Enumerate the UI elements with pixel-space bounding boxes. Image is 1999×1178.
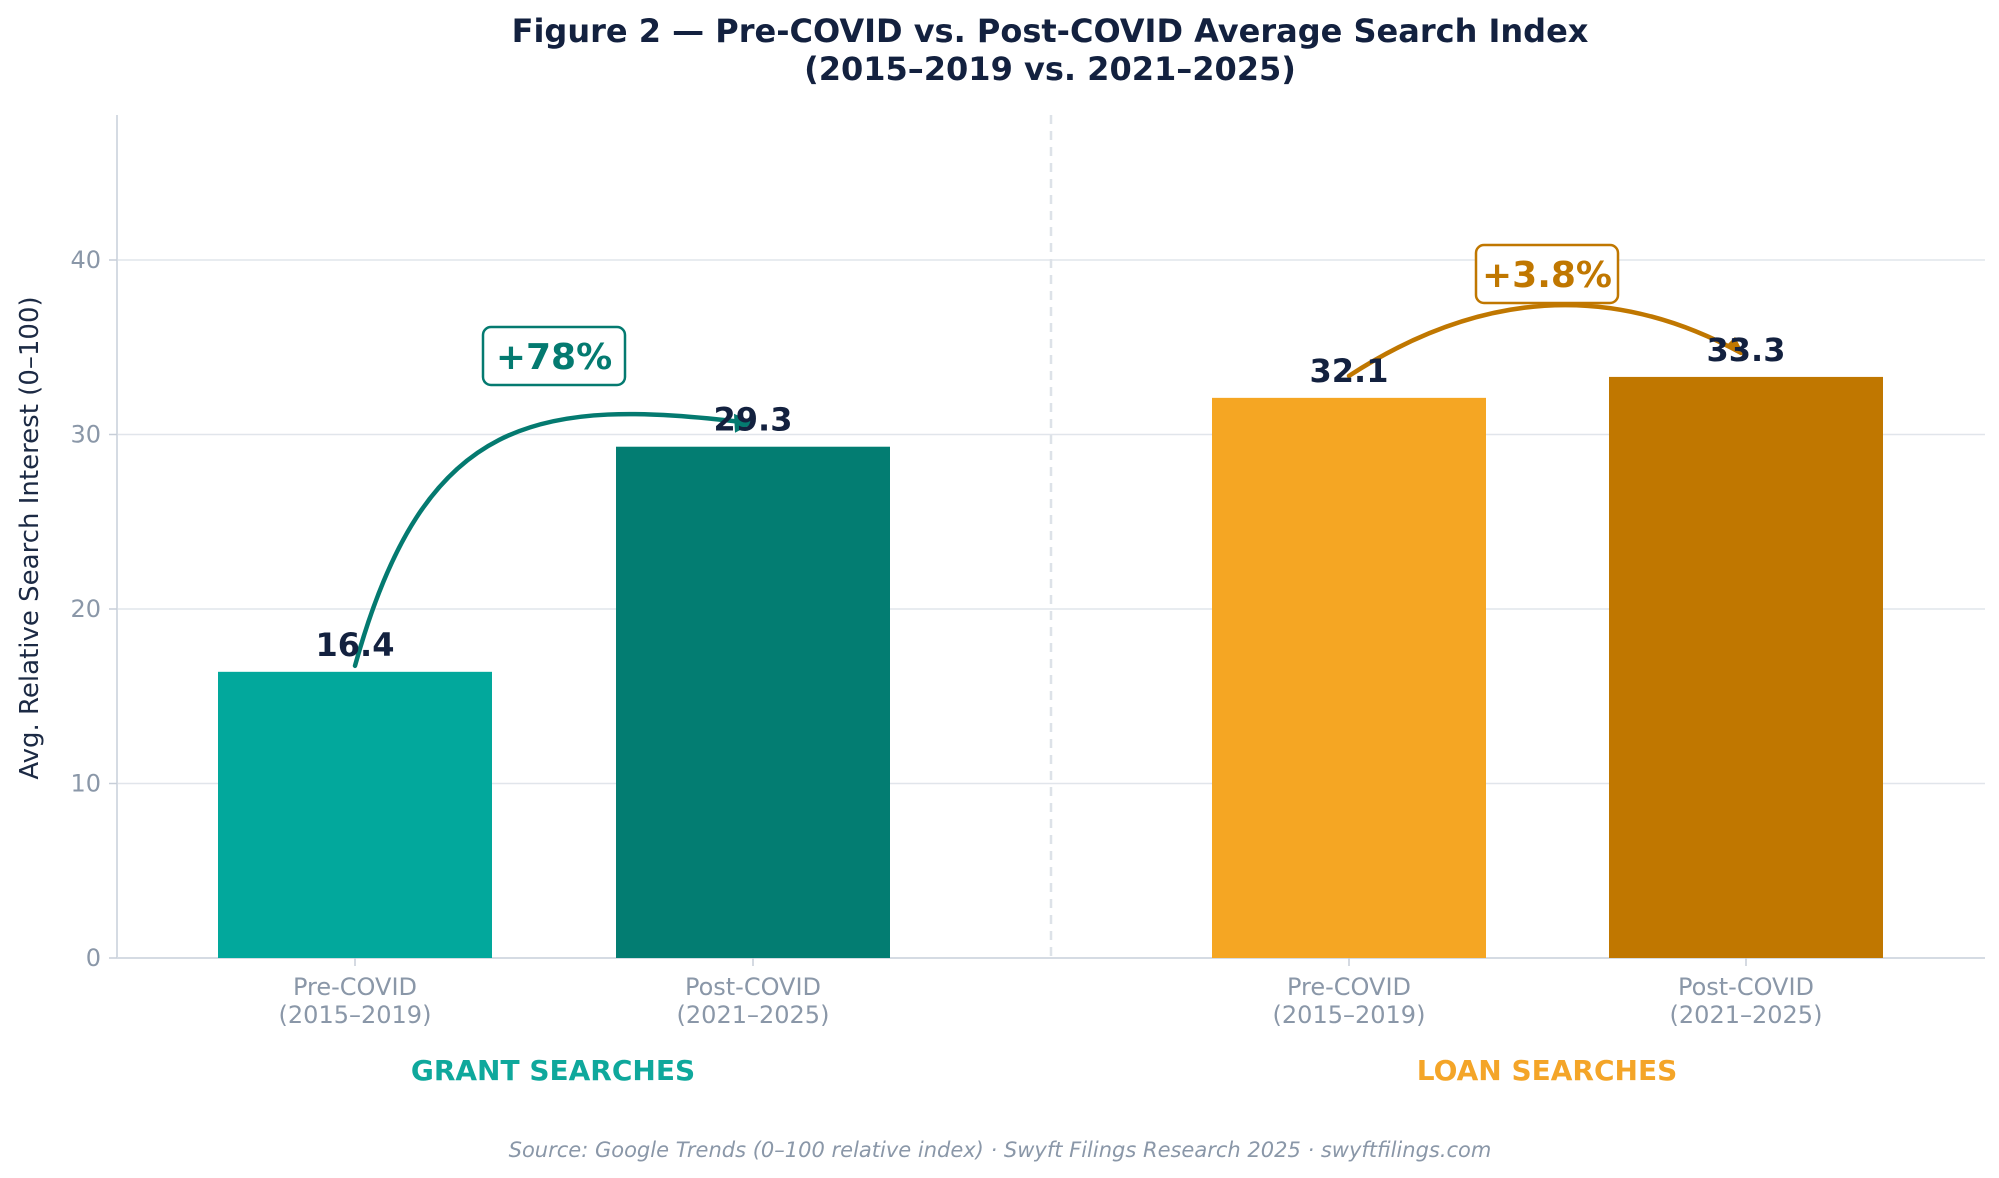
bar: [1609, 376, 1883, 958]
y-tick-label: 0: [86, 944, 101, 972]
x-category-label-line1: Post-COVID: [685, 973, 821, 1001]
x-category-label-line1: Post-COVID: [1678, 973, 1814, 1001]
group-label: LOAN SEARCHES: [1417, 1054, 1678, 1087]
change-percent-label: +78%: [496, 337, 612, 378]
chart-title-line2: (2015–2019 vs. 2021–2025): [804, 50, 1296, 88]
labels: 16.4Pre-COVID(2015–2019)29.3Post-COVID(2…: [279, 331, 1823, 1087]
bar: [616, 446, 890, 958]
source-note: Source: Google Trends (0–100 relative in…: [509, 1138, 1492, 1162]
y-tick-label: 30: [70, 421, 101, 449]
change-percent-label: +3.8%: [1482, 255, 1612, 296]
bar-value-label: 29.3: [714, 401, 793, 439]
group-label: GRANT SEARCHES: [411, 1054, 695, 1087]
x-category-label-line1: Pre-COVID: [293, 973, 417, 1001]
bar-value-label: 33.3: [1707, 331, 1786, 369]
bar-value-label: 32.1: [1310, 352, 1389, 390]
y-tick-label: 40: [70, 246, 101, 274]
bars: [218, 376, 1883, 959]
x-category-label-line2: (2021–2025): [1670, 1001, 1823, 1029]
y-ticks: 0 10 20 30 40: [70, 246, 117, 972]
x-category-label-line2: (2015–2019): [1273, 1001, 1426, 1029]
change-arrowhead: [1725, 336, 1745, 356]
y-axis-label: Avg. Relative Search Interest (0–100): [15, 296, 45, 779]
bar: [1212, 397, 1486, 959]
change-badge: [481, 325, 627, 387]
x-category-label-line1: Pre-COVID: [1287, 973, 1411, 1001]
change-arc: [352, 411, 751, 669]
change-arcs: +78% +3.8%: [352, 243, 1745, 669]
x-category-label-line2: (2015–2019): [279, 1001, 432, 1029]
change-arrowhead: [734, 413, 754, 433]
bar-value-label: 16.4: [316, 626, 395, 664]
change-arc: [1346, 302, 1744, 379]
y-tick-label: 10: [70, 770, 101, 798]
y-tick-label: 20: [70, 595, 101, 623]
chart-title-line1: Figure 2 — Pre-COVID vs. Post-COVID Aver…: [512, 12, 1589, 50]
bar: [218, 671, 492, 958]
x-category-label-line2: (2021–2025): [677, 1001, 830, 1029]
change-badge: [1474, 243, 1620, 305]
